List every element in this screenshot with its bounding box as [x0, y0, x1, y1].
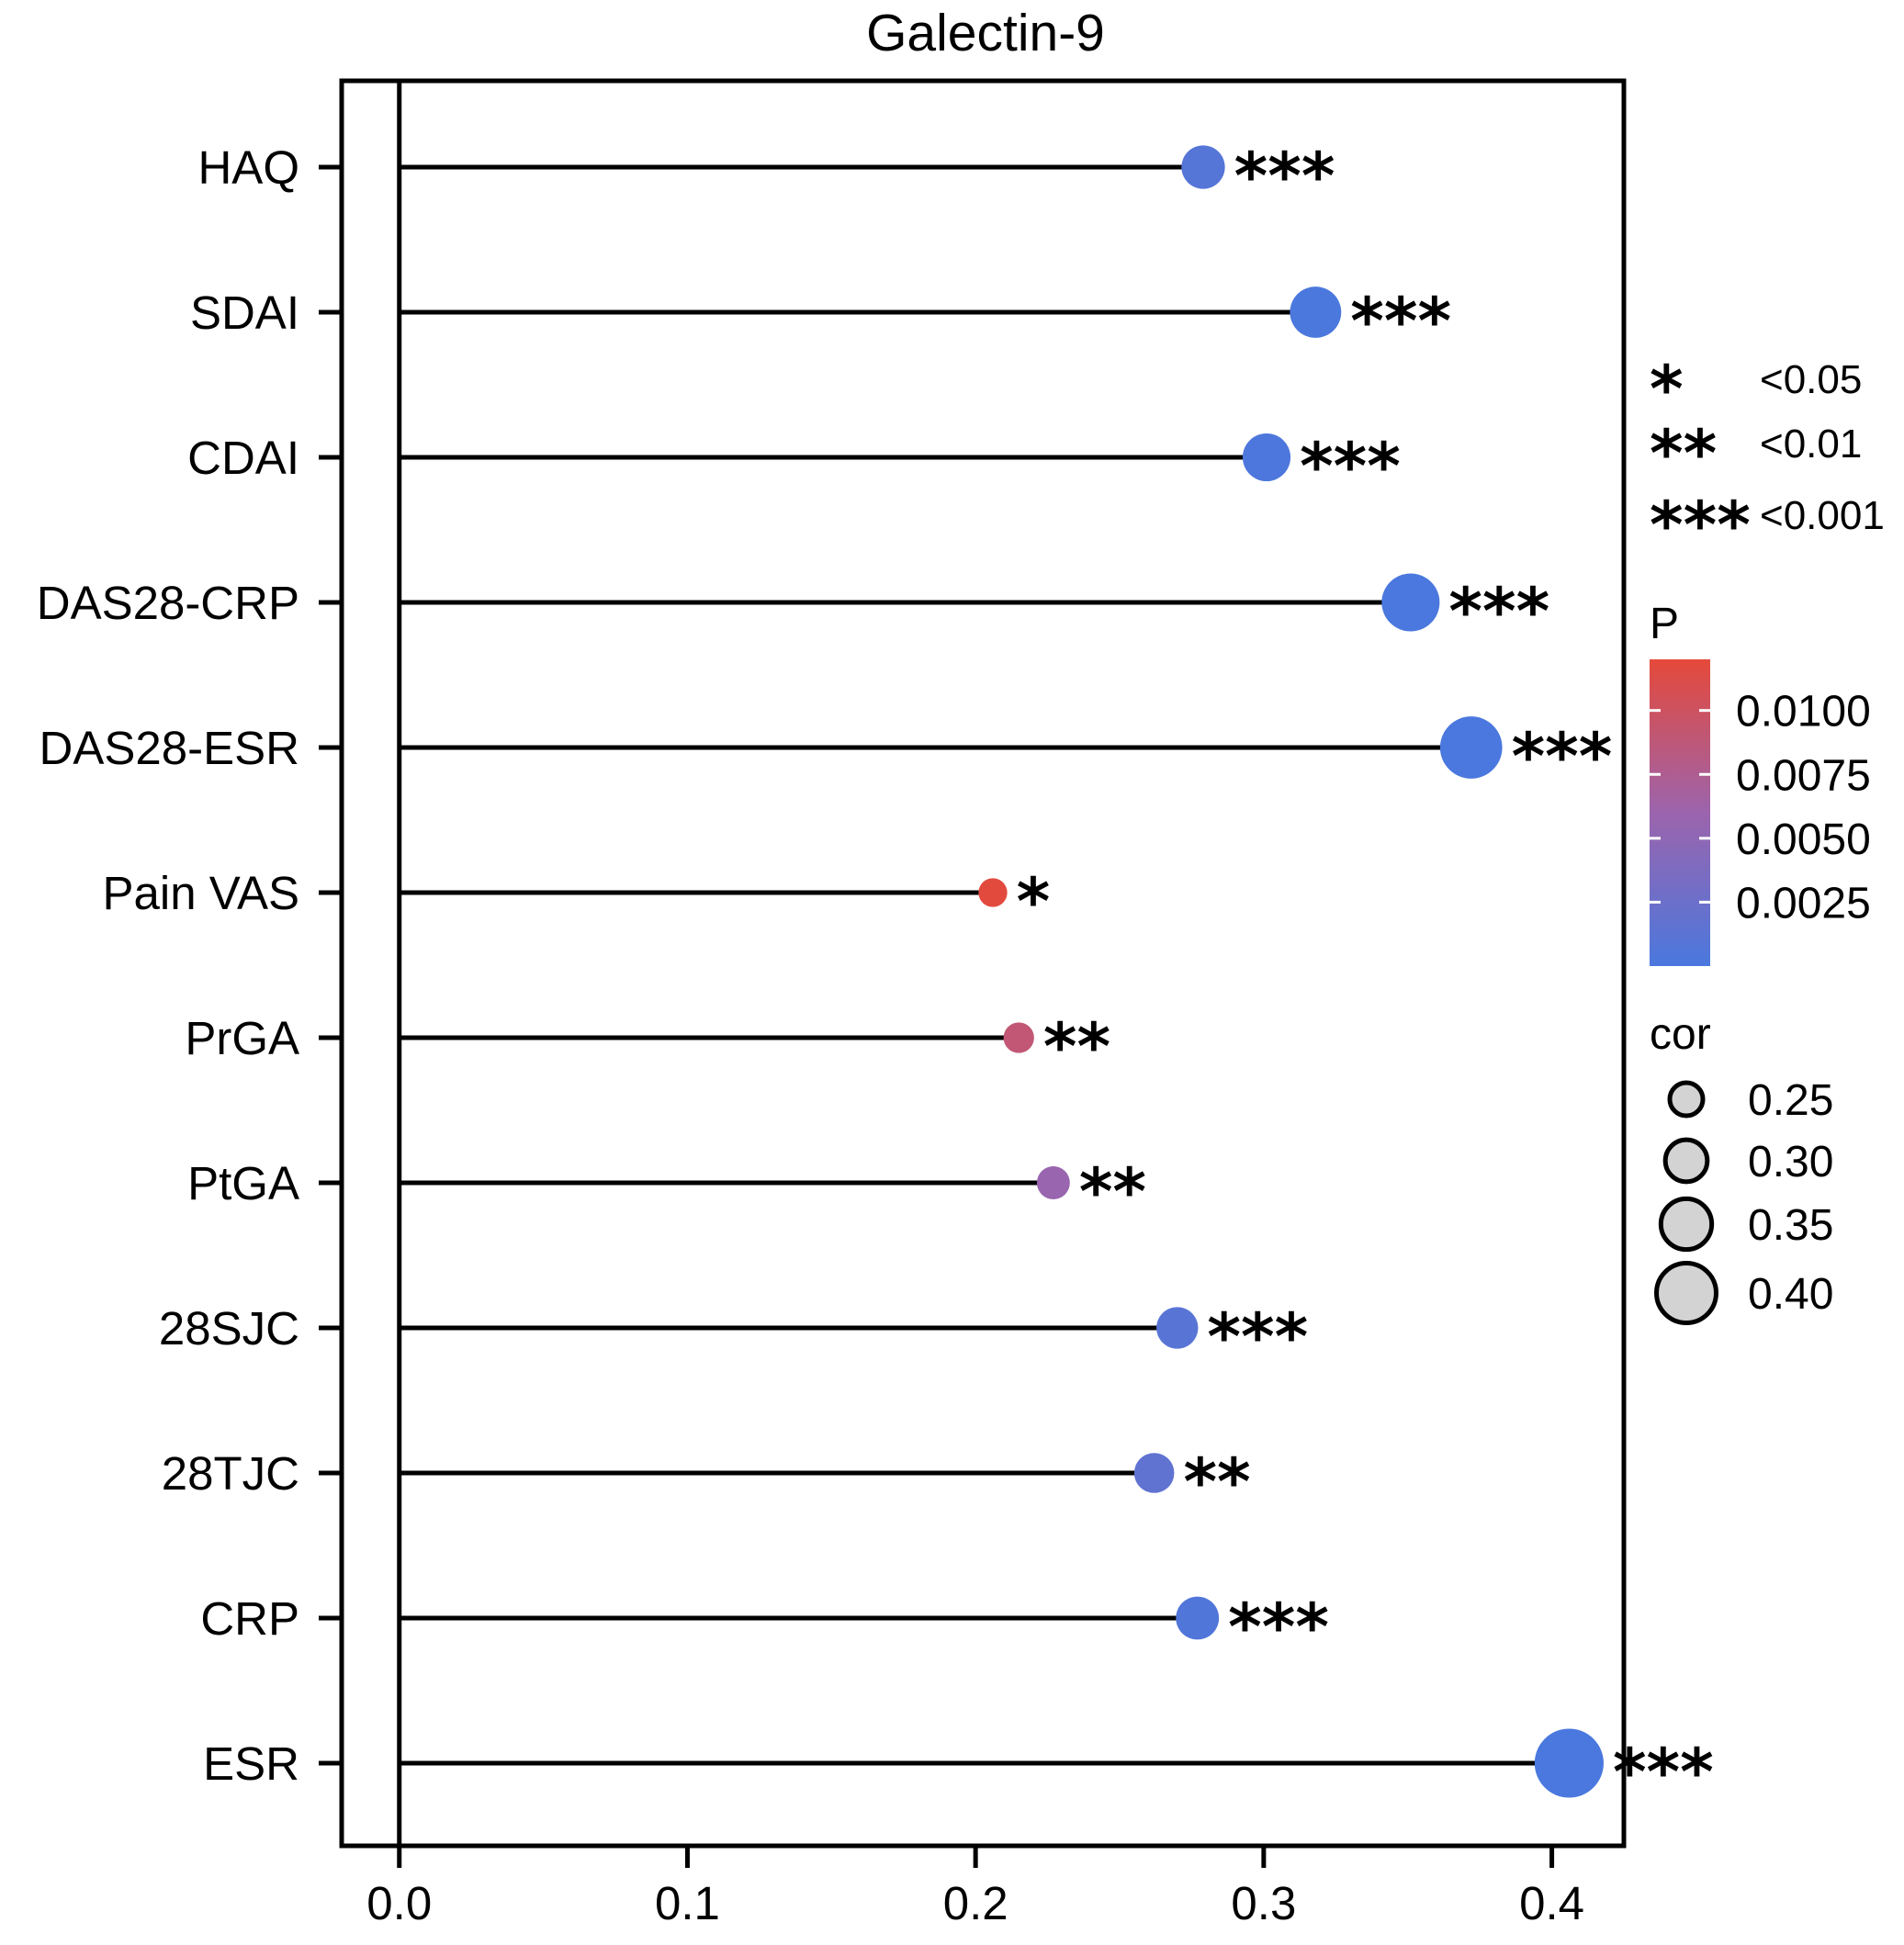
size-legend-label-2: 0.35 [1748, 1201, 1833, 1250]
sig-stars-11: *** [1613, 1735, 1714, 1810]
colorbar-label-1: 0.0075 [1736, 751, 1871, 800]
y-label-11: ESR [203, 1737, 299, 1790]
chart-title: Galectin-9 [866, 4, 1105, 62]
y-label-0: HAQ [197, 141, 299, 194]
size-legend-circle-1 [1662, 1137, 1710, 1185]
p-legend-title: P [1650, 600, 1679, 648]
sig-stars-8: *** [1207, 1299, 1308, 1375]
sig-legend-stars-0: * [1650, 352, 1684, 427]
x-tick-label-3: 0.3 [1231, 1877, 1296, 1929]
sig-stars-6: ** [1043, 1009, 1110, 1085]
sig-stars-2: *** [1300, 429, 1401, 504]
colorbar-label-0: 0.0100 [1736, 688, 1871, 736]
significance-stars: ******************************* [1017, 139, 1714, 1810]
dot-11 [1534, 1728, 1604, 1798]
sig-legend-stars-2: *** [1650, 488, 1751, 563]
y-label-8: 28SJC [159, 1302, 299, 1355]
dot-8 [1156, 1307, 1199, 1349]
x-axis: 0.0 0.1 0.2 0.3 0.4 [366, 1846, 1584, 1929]
dot-2 [1242, 433, 1291, 482]
dot-4 [1439, 716, 1503, 779]
x-tick-label-4: 0.4 [1519, 1877, 1584, 1929]
y-axis-ticks [319, 164, 342, 1766]
sig-stars-5: * [1017, 864, 1051, 939]
p-color-legend: P 0.0100 0.0075 0.0050 0.0025 [1650, 600, 1871, 966]
dot-9 [1133, 1453, 1175, 1493]
plot-panel [339, 78, 1627, 1849]
y-label-9: 28TJC [162, 1447, 299, 1500]
dot-1 [1290, 287, 1342, 338]
dot-6 [1003, 1022, 1034, 1053]
dot-10 [1176, 1596, 1220, 1640]
colorbar-label-2: 0.0050 [1736, 815, 1871, 864]
y-label-1: SDAI [190, 287, 299, 339]
x-tick-label-2: 0.2 [943, 1877, 1008, 1929]
y-label-4: DAS28-ESR [39, 722, 299, 774]
sig-stars-3: *** [1448, 574, 1549, 649]
sig-stars-4: *** [1512, 719, 1613, 794]
lollipop-dots [978, 145, 1604, 1798]
x-tick-label-1: 0.1 [655, 1877, 720, 1929]
sig-stars-0: *** [1234, 139, 1335, 214]
cor-legend-title: cor [1650, 1010, 1711, 1059]
sig-stars-10: *** [1228, 1590, 1329, 1665]
size-legend-label-3: 0.40 [1748, 1270, 1833, 1319]
size-legend-circle-0 [1667, 1080, 1706, 1119]
sig-stars-9: ** [1183, 1445, 1250, 1520]
y-axis-labels: HAQ SDAI CDAI DAS28-CRP DAS28-ESR Pain VAS PrG… [37, 141, 299, 1790]
sig-stars-7: ** [1079, 1154, 1146, 1230]
sig-stars-1: *** [1350, 284, 1451, 359]
sig-legend-label-2: <0.001 [1760, 493, 1885, 538]
dot-5 [978, 878, 1008, 907]
dot-3 [1381, 573, 1440, 632]
significance-legend: * <0.05 ** <0.01*** <0.001 [1650, 352, 1885, 563]
y-label-10: CRP [200, 1592, 299, 1645]
size-legend-label-1: 0.30 [1748, 1138, 1833, 1186]
size-legend-circle-2 [1658, 1196, 1715, 1253]
y-label-3: DAS28-CRP [37, 577, 299, 629]
size-legend-label-0: 0.25 [1748, 1076, 1833, 1125]
sig-legend-label-0: <0.05 [1760, 357, 1862, 402]
p-colorbar [1650, 659, 1710, 966]
y-label-7: PtGA [187, 1157, 299, 1209]
sig-legend-label-1: <0.01 [1760, 422, 1862, 467]
y-label-5: Pain VAS [102, 867, 299, 919]
cor-size-legend: cor 0.25 0.30 0.35 0.40 [1650, 1010, 1833, 1325]
dot-7 [1036, 1166, 1070, 1199]
y-label-6: PrGA [185, 1012, 299, 1064]
lollipop-stems [399, 164, 1570, 1766]
size-legend-circle-3 [1654, 1261, 1718, 1325]
dot-0 [1181, 145, 1225, 189]
sig-legend-stars-1: ** [1650, 416, 1717, 491]
colorbar-label-3: 0.0025 [1736, 879, 1871, 928]
y-label-2: CDAI [187, 432, 299, 484]
x-tick-label-0: 0.0 [366, 1877, 432, 1929]
